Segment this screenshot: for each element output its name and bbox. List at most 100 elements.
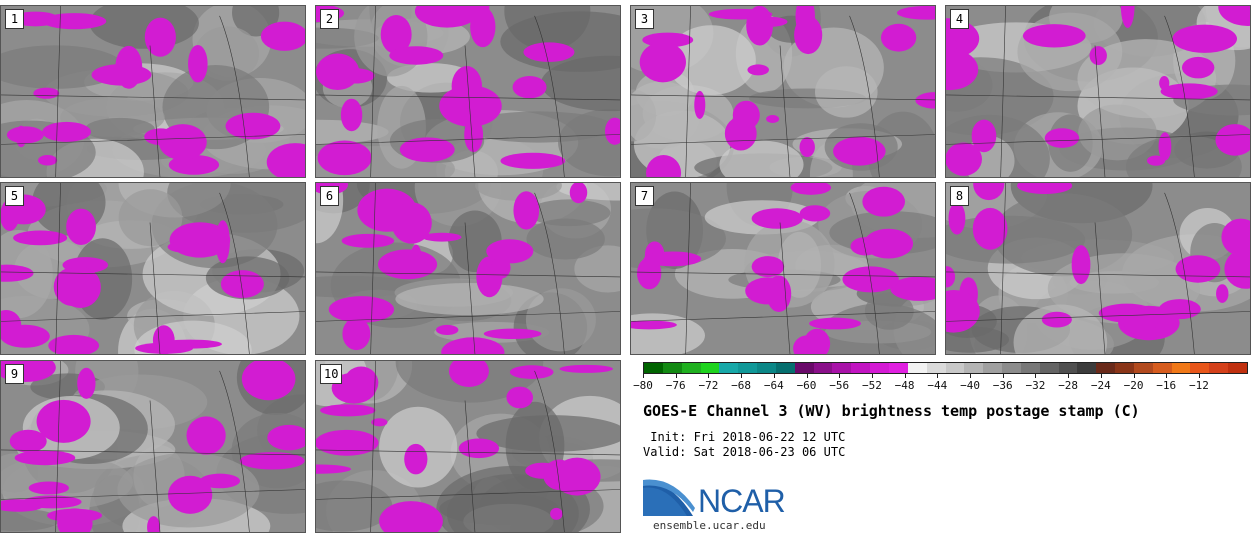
cold-cloud-region — [973, 183, 1005, 201]
cold-cloud-region — [342, 317, 371, 351]
cold-cloud-region — [550, 507, 563, 520]
cold-cloud-region — [850, 237, 881, 256]
colorbar-tick — [970, 374, 972, 378]
cold-cloud-region — [389, 46, 444, 65]
colorbar-swatch — [700, 363, 720, 373]
cold-cloud-region — [451, 66, 483, 107]
cold-cloud-region — [464, 117, 484, 153]
panel-number-label: 5 — [5, 186, 24, 206]
state-boundary-line — [946, 271, 1250, 278]
state-boundary-line — [219, 192, 250, 354]
cold-cloud-region — [36, 399, 91, 443]
state-boundary-line — [1164, 192, 1195, 354]
state-boundary-line — [631, 271, 935, 278]
panel-number-label: 7 — [635, 186, 654, 206]
cold-cloud-region — [724, 116, 757, 151]
cold-cloud-region — [890, 276, 935, 301]
cold-cloud-region — [316, 464, 351, 474]
wv-gray-region — [574, 245, 620, 293]
colorbar-tick — [1198, 374, 1200, 378]
figure-title: GOES-E Channel 3 (WV) brightness temp po… — [643, 402, 1140, 420]
state-boundary-line — [55, 361, 61, 532]
colorbar-tick-label: −12 — [1189, 379, 1209, 392]
cold-cloud-region — [643, 251, 702, 267]
cold-cloud-region — [215, 220, 230, 264]
cold-cloud-region — [1071, 245, 1091, 285]
stamp-panel-9: 9 — [0, 360, 306, 533]
cold-cloud-region — [225, 112, 281, 140]
colorbar-swatch — [738, 363, 758, 373]
wv-map — [1, 183, 305, 354]
state-boundary-line — [631, 134, 935, 145]
cold-cloud-region — [167, 475, 213, 514]
colorbar-tick — [1133, 374, 1135, 378]
cold-cloud-region — [59, 266, 101, 308]
state-boundary-line — [534, 15, 565, 177]
stamp-panel-10: 10 — [315, 360, 621, 533]
cold-cloud-region — [491, 256, 511, 279]
cold-cloud-region — [186, 416, 226, 455]
wv-map — [316, 183, 620, 354]
colorbar-tick-label: −28 — [1058, 379, 1079, 392]
colorbar-tick-label: −44 — [927, 379, 948, 392]
colorbar-swatch — [851, 363, 871, 373]
wv-gray-region — [84, 117, 155, 141]
colorbar-tick — [1035, 374, 1037, 378]
state-boundary-line — [370, 361, 376, 532]
cold-cloud-region — [751, 208, 803, 229]
wv-map — [946, 6, 1250, 177]
cold-cloud-region — [1224, 248, 1250, 289]
cold-cloud-region — [1172, 24, 1238, 53]
state-boundary-line — [946, 311, 1250, 322]
cold-cloud-region — [862, 186, 906, 217]
state-boundary-line — [219, 370, 250, 532]
colorbar-tick — [839, 374, 841, 378]
colorbar-tick-label: −60 — [796, 379, 817, 392]
cold-cloud-region — [9, 429, 47, 453]
cold-cloud-region — [188, 44, 208, 83]
colorbar-ticks: −80 −76 −72 −68 −64 −60 −56 −52 −48 −44 −40 −36 −32−… — [633, 374, 1248, 398]
wv-gray-region — [864, 292, 914, 330]
colorbar-swatch — [907, 363, 927, 373]
state-boundary-line — [316, 94, 620, 101]
cold-cloud-region — [509, 365, 554, 379]
cold-cloud-region — [506, 386, 534, 409]
colorbar-tick — [708, 374, 710, 378]
cold-cloud-region — [1, 324, 50, 348]
colorbar-swatch — [945, 363, 965, 373]
state-boundary-line — [1, 94, 305, 101]
state-boundary-line — [631, 311, 935, 322]
wv-map — [946, 183, 1250, 354]
colorbar-swatch — [1096, 363, 1116, 373]
state-boundary-line — [1000, 6, 1006, 177]
cold-cloud-region — [239, 452, 305, 470]
cold-cloud-region — [410, 244, 422, 270]
colorbar-tick-label: −68 — [731, 379, 752, 392]
wv-gray-region — [89, 6, 199, 49]
wv-gray-region — [463, 111, 614, 143]
cold-cloud-region — [199, 473, 241, 489]
state-boundary-line — [219, 15, 250, 177]
cold-cloud-region — [880, 23, 917, 52]
state-boundary-line — [316, 134, 620, 145]
cold-cloud-region — [795, 6, 815, 38]
cold-cloud-region — [604, 117, 620, 145]
colorbar-swatch — [870, 363, 889, 373]
wv-gray-region — [316, 119, 389, 145]
cold-cloud-region — [33, 87, 60, 99]
cold-cloud-region — [483, 328, 542, 340]
colorbar-swatch — [832, 363, 852, 373]
cold-cloud-region — [316, 53, 360, 91]
cold-cloud-region — [569, 183, 588, 204]
stamp-panel-4: 4 — [945, 5, 1251, 178]
state-boundary-line — [55, 6, 61, 177]
stamp-panel-3: 3 — [630, 5, 936, 178]
cold-cloud-region — [135, 342, 194, 354]
wv-gray-region — [1, 455, 133, 510]
colorbar-tick-label: −40 — [960, 379, 980, 392]
cold-cloud-region — [523, 42, 575, 62]
colorbar-swatch — [983, 363, 1003, 373]
state-boundary-line — [685, 6, 691, 177]
colorbar-swatch — [964, 363, 984, 373]
cold-cloud-region — [1158, 132, 1172, 161]
